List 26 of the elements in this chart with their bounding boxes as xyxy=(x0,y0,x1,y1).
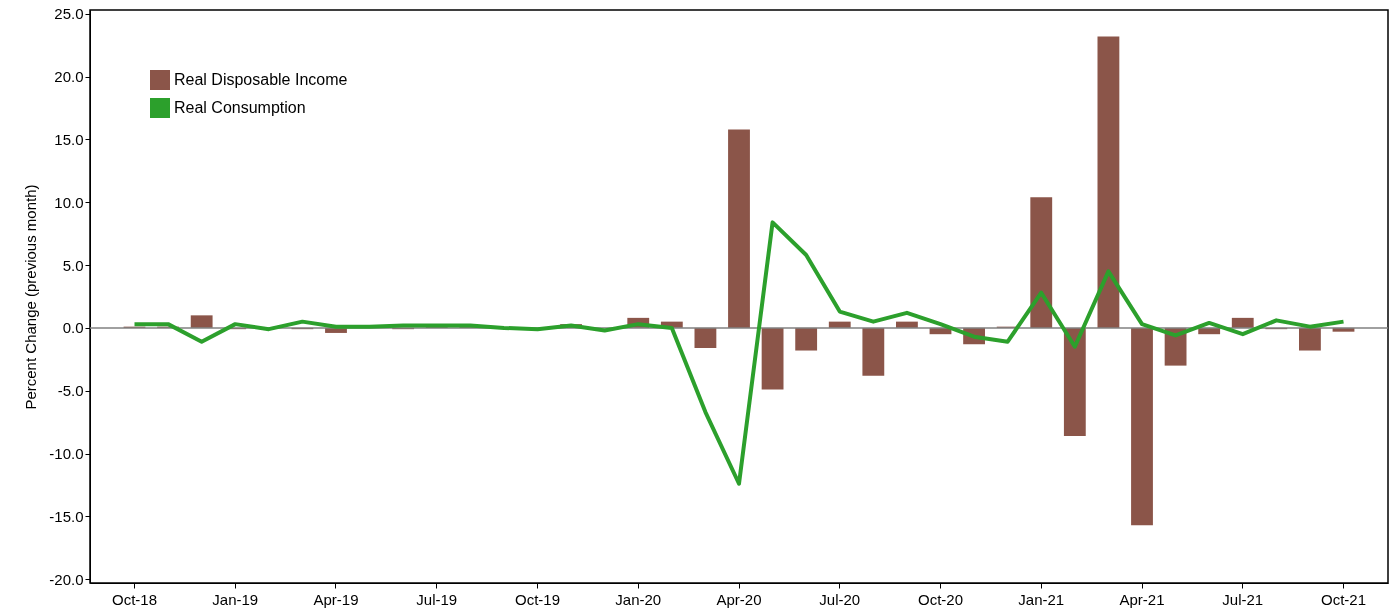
x-tick-label: Jan-20 xyxy=(615,590,662,608)
y-tick-label: 20.0 xyxy=(54,68,84,86)
x-tick-label: Jan-21 xyxy=(1018,590,1065,608)
y-tick-label: 10.0 xyxy=(54,193,84,211)
x-tick-label: Jan-19 xyxy=(212,590,259,608)
x-tick-label: Oct-21 xyxy=(1320,590,1367,608)
y-tick-label: 5.0 xyxy=(62,256,84,274)
x-tick-label: Oct-19 xyxy=(514,590,561,608)
x-tick-label: Apr-20 xyxy=(716,590,762,608)
x-tick-label: Jul-21 xyxy=(1222,590,1264,608)
y-tick-label: -20.0 xyxy=(49,570,84,588)
y-tick-label: -5.0 xyxy=(57,382,84,400)
legend-label: Real Disposable Income xyxy=(174,71,348,88)
x-tick-label: Jul-19 xyxy=(416,590,458,608)
x-tick-label: Jul-20 xyxy=(819,590,861,608)
x-tick-label: Oct-18 xyxy=(111,590,158,608)
legend-label: Real Consumption xyxy=(174,99,306,116)
y-tick-label: 25.0 xyxy=(54,5,84,23)
x-tick-label: Apr-19 xyxy=(313,590,359,608)
y-tick-label: -10.0 xyxy=(49,445,84,463)
y-axis-title: Percent Change (previous month) xyxy=(22,184,40,410)
y-tick-label: 15.0 xyxy=(54,130,84,148)
y-tick-label: 0.0 xyxy=(62,319,84,337)
y-tick-label: -15.0 xyxy=(49,507,84,525)
x-tick-label: Oct-20 xyxy=(917,590,964,608)
x-tick-label: Apr-21 xyxy=(1119,590,1165,608)
